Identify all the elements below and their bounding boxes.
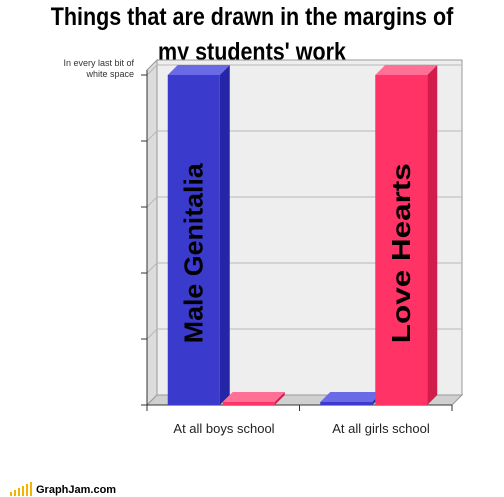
graphjam-logo-icon — [10, 482, 32, 496]
y-gridline — [146, 196, 462, 208]
x-tick-label-girls: At all girls school — [332, 421, 430, 436]
bar — [375, 75, 428, 405]
bar-top — [167, 65, 230, 75]
y-gridline — [146, 130, 462, 142]
y-tick-label-top: In every last bit of white space — [63, 58, 134, 79]
plot-side-wall — [146, 58, 158, 407]
chart-title-line-1: Things that are drawn in the margins of — [50, 3, 454, 31]
bar — [320, 402, 373, 405]
bar-top — [222, 392, 285, 402]
graphjam-footer: GraphJam.com — [10, 482, 116, 496]
graphjam-site-name: GraphJam.com — [36, 484, 117, 496]
bar-data-label: Love Hearts — [386, 163, 416, 343]
bar-top — [375, 65, 438, 75]
y-gridline — [146, 64, 462, 76]
x-tick-label-boys: At all boys school — [173, 421, 275, 436]
bar-side — [274, 392, 285, 405]
y-gridline — [146, 328, 462, 340]
bar-top — [320, 392, 383, 402]
y-gridline — [146, 262, 462, 274]
bar — [222, 402, 275, 405]
bar-side — [219, 65, 230, 405]
bar-data-label: Male Genitalia — [179, 163, 209, 344]
bar-side — [427, 65, 438, 405]
bar — [167, 75, 220, 405]
